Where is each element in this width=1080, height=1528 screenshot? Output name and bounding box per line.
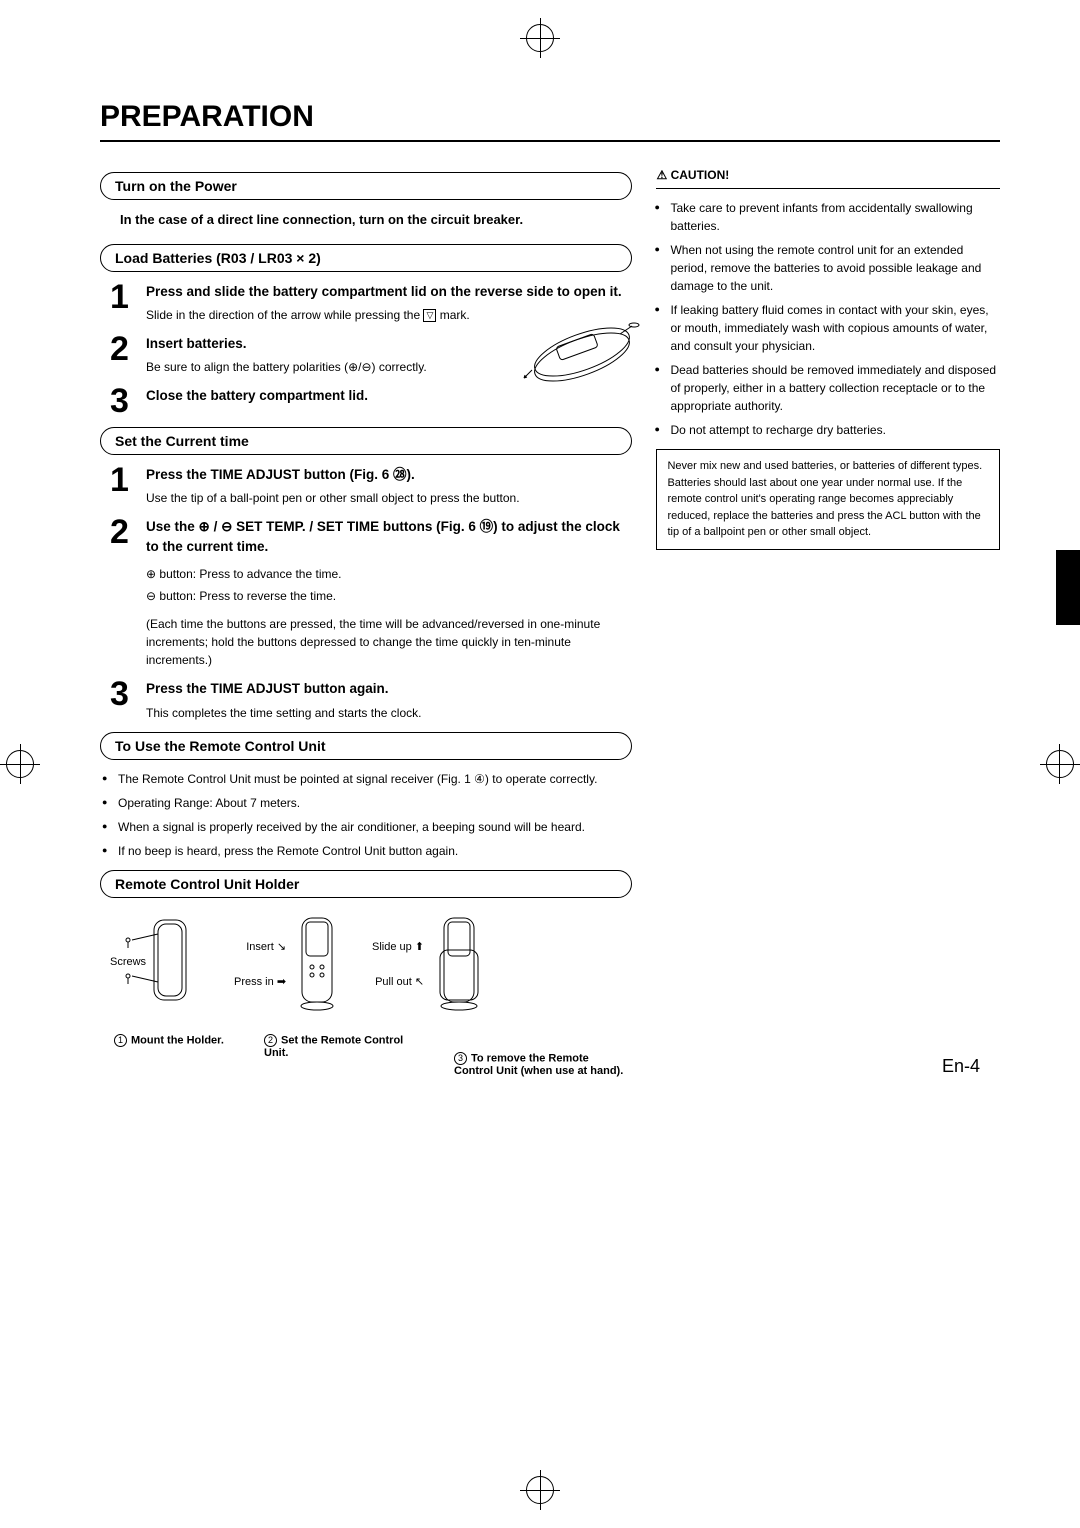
slideup-label: Slide up <box>372 941 412 953</box>
crop-circle-bottom <box>526 1476 554 1504</box>
step-number: 2 <box>110 517 136 670</box>
remote-use-item: If no beep is heard, press the Remote Co… <box>118 842 632 860</box>
step-number: 2 <box>110 334 136 376</box>
battery-step-1: 1 Press and slide the battery compartmen… <box>110 282 632 324</box>
step-title: Press the TIME ADJUST button (Fig. 6 ㉘). <box>146 465 632 485</box>
caption-num-icon: 2 <box>264 1034 277 1047</box>
caution-item: If leaking battery fluid comes in contac… <box>670 301 1000 355</box>
insert-label: Insert <box>246 941 274 953</box>
page-number: En-4 <box>942 1056 980 1077</box>
step-note: This completes the time setting and star… <box>146 704 632 722</box>
caution-item: Do not attempt to recharge dry batteries… <box>670 421 1000 439</box>
caption-num-icon: 1 <box>114 1034 127 1047</box>
time-step-2: 2 Use the ⊕ / ⊖ SET TEMP. / SET TIME but… <box>110 517 632 670</box>
step-title: Use the ⊕ / ⊖ SET TEMP. / SET TIME butto… <box>146 517 632 558</box>
warning-icon: ⚠ <box>656 168 667 182</box>
caution-sidebar: ⚠ CAUTION! Take care to prevent infants … <box>656 162 1000 1077</box>
holder-fig-3: Slide up ⬆ Pull out ↖ <box>372 912 486 1016</box>
caution-box: Never mix new and used batteries, or bat… <box>656 449 1000 550</box>
page-title: PREPARATION <box>100 100 1000 142</box>
remote-use-item: Operating Range: About 7 meters. <box>118 794 632 812</box>
holder-captions: 1 Mount the Holder. 2Set the Remote Contr… <box>114 1034 632 1077</box>
remote-use-list: The Remote Control Unit must be pointed … <box>100 770 632 860</box>
holder-fig-2: Insert ↘ Press in ➡ <box>234 912 342 1016</box>
caution-item: Take care to prevent infants from accide… <box>670 199 1000 235</box>
holder-fig-1: Screws <box>114 912 204 1028</box>
main-content: Turn on the Power In the case of a direc… <box>100 162 632 1077</box>
caution-header: ⚠ CAUTION! <box>656 162 1000 189</box>
section-power-header: Turn on the Power <box>100 172 632 200</box>
step-line-2: ⊖ button: Press to reverse the time. <box>146 587 632 605</box>
arrow-down-icon: ↘ <box>277 941 286 953</box>
pullout-label: Pull out <box>375 976 412 988</box>
step-number: 3 <box>110 386 136 417</box>
time-step-1: 1 Press the TIME ADJUST button (Fig. 6 ㉘… <box>110 465 632 507</box>
step-title: Press and slide the battery compartment … <box>146 282 632 302</box>
arrow-upleft-icon: ↖ <box>415 976 424 988</box>
section-power-body: In the case of a direct line connection,… <box>120 210 612 230</box>
note-post: mark. <box>436 308 469 322</box>
step-number: 3 <box>110 679 136 721</box>
step-title: Press the TIME ADJUST button again. <box>146 679 632 699</box>
caption-1: Mount the Holder. <box>131 1034 224 1046</box>
section-remote-use-header: To Use the Remote Control Unit <box>100 732 632 760</box>
step-line-1: ⊕ button: Press to advance the time. <box>146 565 632 583</box>
section-holder-header: Remote Control Unit Holder <box>100 870 632 898</box>
step-number: 1 <box>110 465 136 507</box>
caution-list: Take care to prevent infants from accide… <box>656 199 1000 439</box>
section-time-header: Set the Current time <box>100 427 632 455</box>
caution-item: When not using the remote control unit f… <box>670 241 1000 295</box>
remote-battery-illustration <box>482 322 642 392</box>
screws-label: Screws <box>110 956 150 968</box>
pressin-label: Press in <box>234 976 274 988</box>
step-number: 1 <box>110 282 136 324</box>
caption-3: To remove the Remote Control Unit (when … <box>454 1052 623 1077</box>
section-batteries-header: Load Batteries (R03 / LR03 × 2) <box>100 244 632 272</box>
remote-use-item: When a signal is properly received by th… <box>118 818 632 836</box>
time-step-3: 3 Press the TIME ADJUST button again. Th… <box>110 679 632 721</box>
step-para: (Each time the buttons are pressed, the … <box>146 615 632 669</box>
arrow-right-icon: ➡ <box>277 976 286 988</box>
caption-2: Set the Remote Control Unit. <box>264 1034 403 1059</box>
caution-item: Dead batteries should be removed immedia… <box>670 361 1000 415</box>
down-mark-icon: ▽ <box>423 309 436 322</box>
step-note: Use the tip of a ball-point pen or other… <box>146 489 632 507</box>
arrow-up-icon: ⬆ <box>415 941 424 953</box>
caption-num-icon: 3 <box>454 1052 467 1065</box>
note-pre: Slide in the direction of the arrow whil… <box>146 308 423 322</box>
remote-use-item: The Remote Control Unit must be pointed … <box>118 770 632 788</box>
caution-header-text: CAUTION! <box>671 168 730 182</box>
